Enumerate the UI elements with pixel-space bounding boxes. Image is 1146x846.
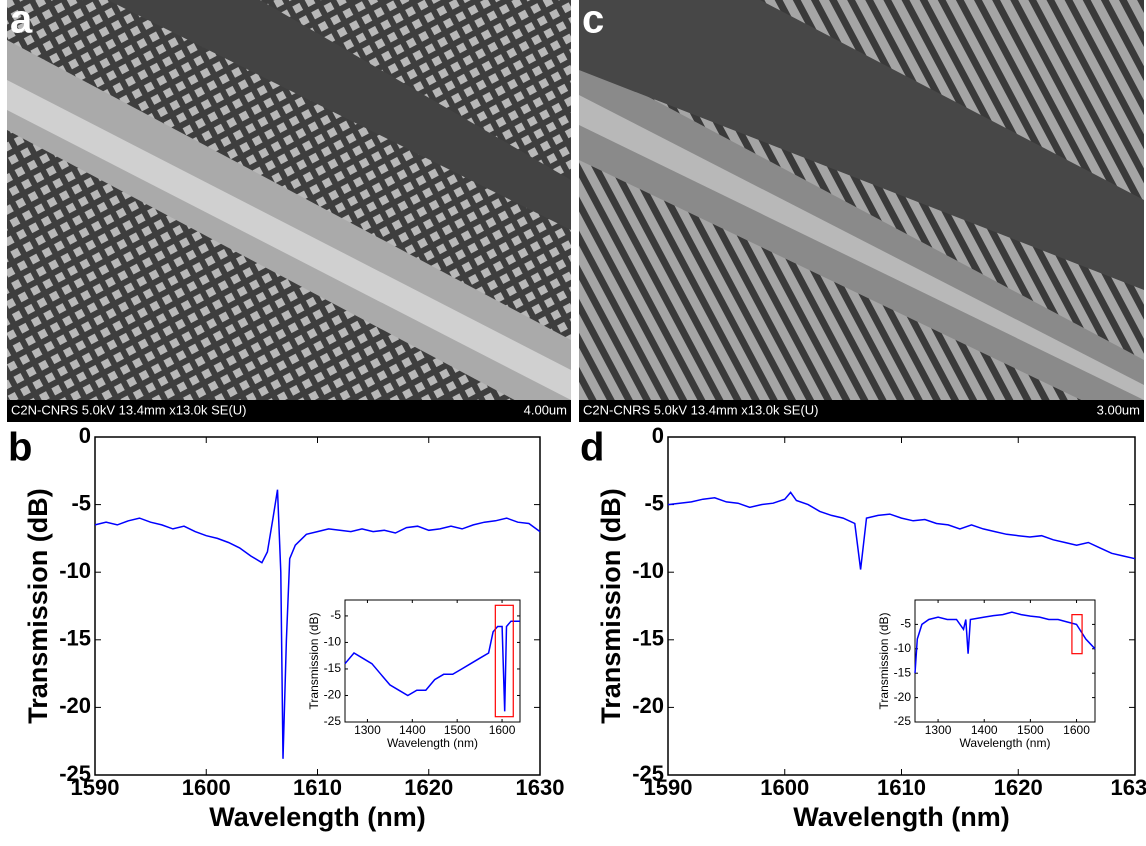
x-tick-label: 1630 (1111, 775, 1146, 800)
x-tick-label: 1400 (399, 723, 426, 737)
x-tick-label: 1600 (489, 723, 516, 737)
highlight-box (1071, 614, 1083, 655)
y-tick-label: -10 (894, 641, 912, 655)
y-tick-label: -10 (632, 558, 664, 583)
caption-bar (579, 400, 1144, 422)
x-tick-label: 1600 (182, 775, 231, 800)
scale-label: 3.00um (1097, 402, 1140, 417)
x-tick-label: 1630 (516, 775, 565, 800)
x-tick-label: 1300 (354, 723, 381, 737)
x-tick-label: 1600 (760, 775, 809, 800)
x-axis-label: Wavelength (nm) (793, 802, 1010, 832)
x-tick-label: 1610 (877, 775, 926, 800)
data-line (94, 489, 541, 759)
y-tick-label: -10 (59, 558, 91, 583)
y-axis-label: Transmission (dB) (307, 613, 321, 710)
y-tick-label: -5 (900, 617, 911, 631)
y-tick-label: -15 (59, 626, 91, 651)
y-tick-label: -20 (632, 693, 664, 718)
x-tick-label: 1400 (971, 723, 998, 737)
data-line (914, 611, 1096, 674)
y-tick-label: -10 (324, 635, 342, 649)
plot-area (344, 599, 521, 723)
panel-label: d (580, 426, 604, 470)
sem-image-a (7, 0, 571, 400)
y-axis-label: Transmission (dB) (23, 488, 53, 724)
y-tick-label: -15 (632, 626, 664, 651)
y-tick-label: 0 (652, 423, 664, 448)
y-axis-label: Transmission (dB) (596, 488, 626, 724)
x-axis-label: Wavelength (nm) (387, 736, 478, 750)
y-tick-label: -25 (324, 714, 342, 728)
x-tick-label: 1300 (925, 723, 952, 737)
y-tick-label: -25 (894, 714, 912, 728)
x-tick-label: 1610 (293, 775, 342, 800)
y-tick-label: -20 (59, 693, 91, 718)
x-tick-label: 1600 (1063, 723, 1090, 737)
y-tick-label: -20 (894, 690, 912, 704)
x-tick-label: 1500 (444, 723, 471, 737)
y-tick-label: -5 (644, 490, 664, 515)
x-axis-label: Wavelength (nm) (209, 802, 426, 832)
x-tick-label: 1620 (994, 775, 1043, 800)
panel-label: a (10, 0, 33, 42)
scale-label: 4.00um (524, 402, 567, 417)
x-axis-label: Wavelength (nm) (960, 736, 1051, 750)
image-caption: C2N-CNRS 5.0kV 13.4mm x13.0k SE(U) (11, 402, 247, 417)
y-tick-label: -25 (632, 761, 664, 786)
y-tick-label: 0 (79, 423, 91, 448)
panel-label: c (582, 0, 604, 42)
sem-image-c (579, 0, 1144, 400)
y-tick-label: -5 (330, 608, 341, 622)
image-caption: C2N-CNRS 5.0kV 13.4mm x13.0k SE(U) (583, 402, 819, 417)
y-tick-label: -25 (59, 761, 91, 786)
panel-label: b (8, 426, 32, 470)
data-line (344, 620, 520, 712)
x-tick-label: 1590 (644, 775, 693, 800)
highlight-box (494, 604, 514, 718)
plot-area (914, 599, 1096, 723)
caption-bar (7, 400, 571, 422)
x-tick-label: 1590 (71, 775, 120, 800)
y-axis-label: Transmission (dB) (877, 613, 891, 710)
y-tick-label: -15 (894, 665, 912, 679)
x-tick-label: 1620 (404, 775, 453, 800)
y-tick-label: -5 (71, 490, 91, 515)
x-tick-label: 1500 (1017, 723, 1044, 737)
data-line (667, 491, 1136, 570)
y-tick-label: -20 (324, 688, 342, 702)
y-tick-label: -15 (324, 661, 342, 675)
